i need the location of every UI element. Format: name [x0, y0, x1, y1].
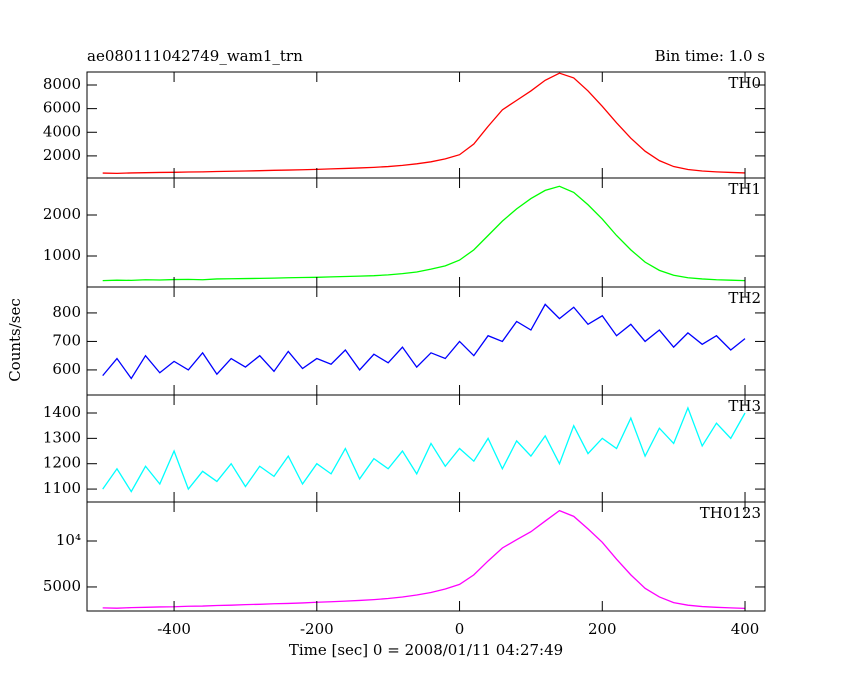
- y-tick-label: 1400: [43, 403, 81, 421]
- y-tick-label: 2000: [43, 146, 81, 164]
- panel-label: TH0123: [700, 504, 761, 522]
- light-curve: [102, 185, 746, 282]
- y-tick-label: 1000: [43, 246, 81, 264]
- panel-label: TH0: [728, 74, 761, 92]
- x-tick-label: -400: [157, 620, 191, 638]
- y-tick-label: 10⁴: [56, 531, 81, 549]
- panel-frame: [86, 501, 766, 612]
- y-tick-label: 4000: [43, 122, 81, 140]
- panel-label: TH2: [728, 289, 761, 307]
- x-tick-label: 0: [455, 620, 465, 638]
- y-tick-label: 600: [52, 360, 81, 378]
- x-tick-label: -200: [300, 620, 334, 638]
- panel-label: TH3: [728, 397, 761, 415]
- light-curve: [102, 303, 746, 380]
- x-tick-label: 400: [731, 620, 760, 638]
- y-tick-label: 5000: [43, 577, 81, 595]
- y-tick-label: 1200: [43, 454, 81, 472]
- light-curve: [102, 509, 746, 610]
- x-tick-label: 200: [588, 620, 617, 638]
- x-axis-label: Time [sec] 0 = 2008/01/11 04:27:49: [289, 641, 563, 659]
- y-tick-label: 6000: [43, 99, 81, 117]
- light-curve: [102, 406, 746, 493]
- y-tick-label: 1300: [43, 428, 81, 446]
- bin-time: Bin time: 1.0 s: [655, 47, 765, 65]
- y-axis-label: Counts/sec: [6, 298, 24, 382]
- y-tick-label: 2000: [43, 205, 81, 223]
- panel-label: TH1: [728, 180, 761, 198]
- y-tick-label: 800: [52, 303, 81, 321]
- y-tick-label: 700: [52, 331, 81, 349]
- y-tick-label: 8000: [43, 75, 81, 93]
- y-tick-label: 1100: [43, 479, 81, 497]
- light-curve: [102, 72, 746, 175]
- chart-title: ae080111042749_wam1_trn: [87, 47, 303, 65]
